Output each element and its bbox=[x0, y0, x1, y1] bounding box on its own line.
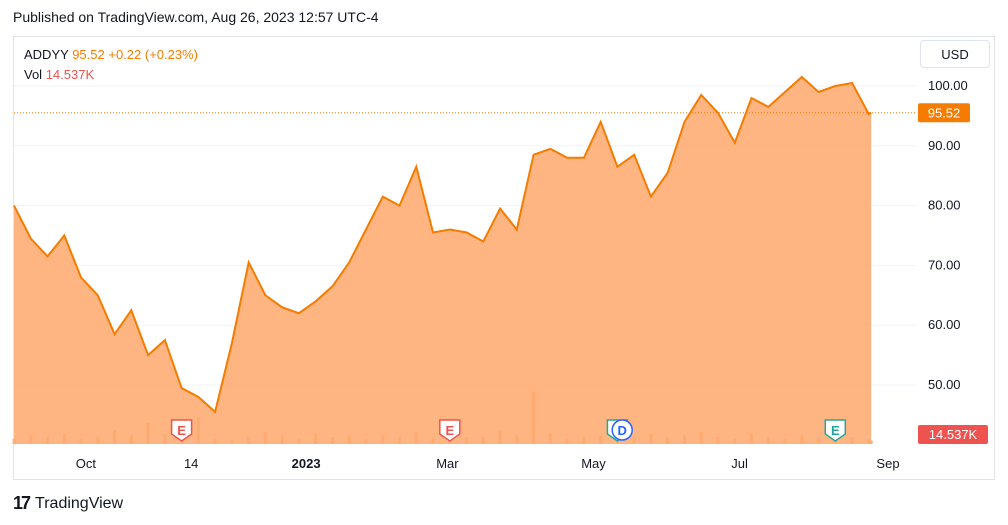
chart-frame bbox=[13, 36, 995, 480]
event-marker-label: E bbox=[831, 423, 840, 438]
event-marker-label: E bbox=[445, 423, 454, 438]
x-tick-label: 2023 bbox=[292, 456, 321, 471]
y-tick-label: 50.00 bbox=[928, 377, 961, 392]
legend-change: +0.22 (+0.23%) bbox=[108, 47, 198, 62]
price-badge: 95.52 bbox=[918, 103, 970, 123]
legend-vol-value: 14.537K bbox=[45, 67, 95, 82]
legend-price: 95.52 bbox=[72, 47, 105, 62]
x-tick-label: Mar bbox=[436, 456, 459, 471]
earnings-marker[interactable]: E bbox=[439, 419, 461, 442]
legend-vol-label: Vol bbox=[24, 67, 43, 82]
volume-bar bbox=[869, 440, 873, 444]
dividend-marker[interactable]: D bbox=[611, 419, 633, 441]
volume-badge-value: 14.537K bbox=[929, 427, 978, 442]
event-marker-label: D bbox=[618, 423, 627, 438]
price-line bbox=[13, 75, 872, 414]
earnings-marker[interactable]: E bbox=[824, 419, 847, 442]
x-tick-label: Oct bbox=[76, 456, 97, 471]
x-tick-label: Sep bbox=[876, 456, 899, 471]
currency-button[interactable]: USD bbox=[920, 40, 990, 68]
tradingview-name: TradingView bbox=[35, 494, 124, 512]
price-axis: 100.00 90.00 80.00 70.00 60.00 50.00 bbox=[928, 78, 968, 392]
y-tick-label: 90.00 bbox=[928, 138, 961, 153]
event-marker-label: E bbox=[177, 423, 186, 438]
x-tick-label: 14 bbox=[184, 456, 198, 471]
time-axis: Oct 14 2023 Mar May Jul Sep bbox=[76, 456, 900, 471]
y-tick-label: 100.00 bbox=[928, 78, 968, 93]
legend-symbol[interactable]: ADDYY bbox=[24, 47, 69, 62]
y-tick-label: 60.00 bbox=[928, 317, 961, 332]
x-tick-label: Jul bbox=[731, 456, 748, 471]
published-caption: Published on TradingView.com, Aug 26, 20… bbox=[13, 9, 379, 25]
volume-badge: 14.537K bbox=[918, 425, 988, 444]
y-tick-label: 80.00 bbox=[928, 198, 961, 213]
tradingview-logo-icon: 17 bbox=[13, 493, 31, 513]
y-tick-label: 70.00 bbox=[928, 257, 961, 272]
event-markers: EEEDE bbox=[170, 419, 847, 442]
price-badge-value: 95.52 bbox=[928, 105, 961, 120]
earnings-marker[interactable]: E bbox=[170, 419, 193, 442]
legend: ADDYY 95.52 +0.22 (+0.23%) Vol 14.537K bbox=[24, 45, 198, 85]
x-tick-label: May bbox=[581, 456, 606, 471]
tradingview-branding[interactable]: 17 TradingView bbox=[13, 493, 123, 514]
price-area bbox=[14, 77, 872, 444]
